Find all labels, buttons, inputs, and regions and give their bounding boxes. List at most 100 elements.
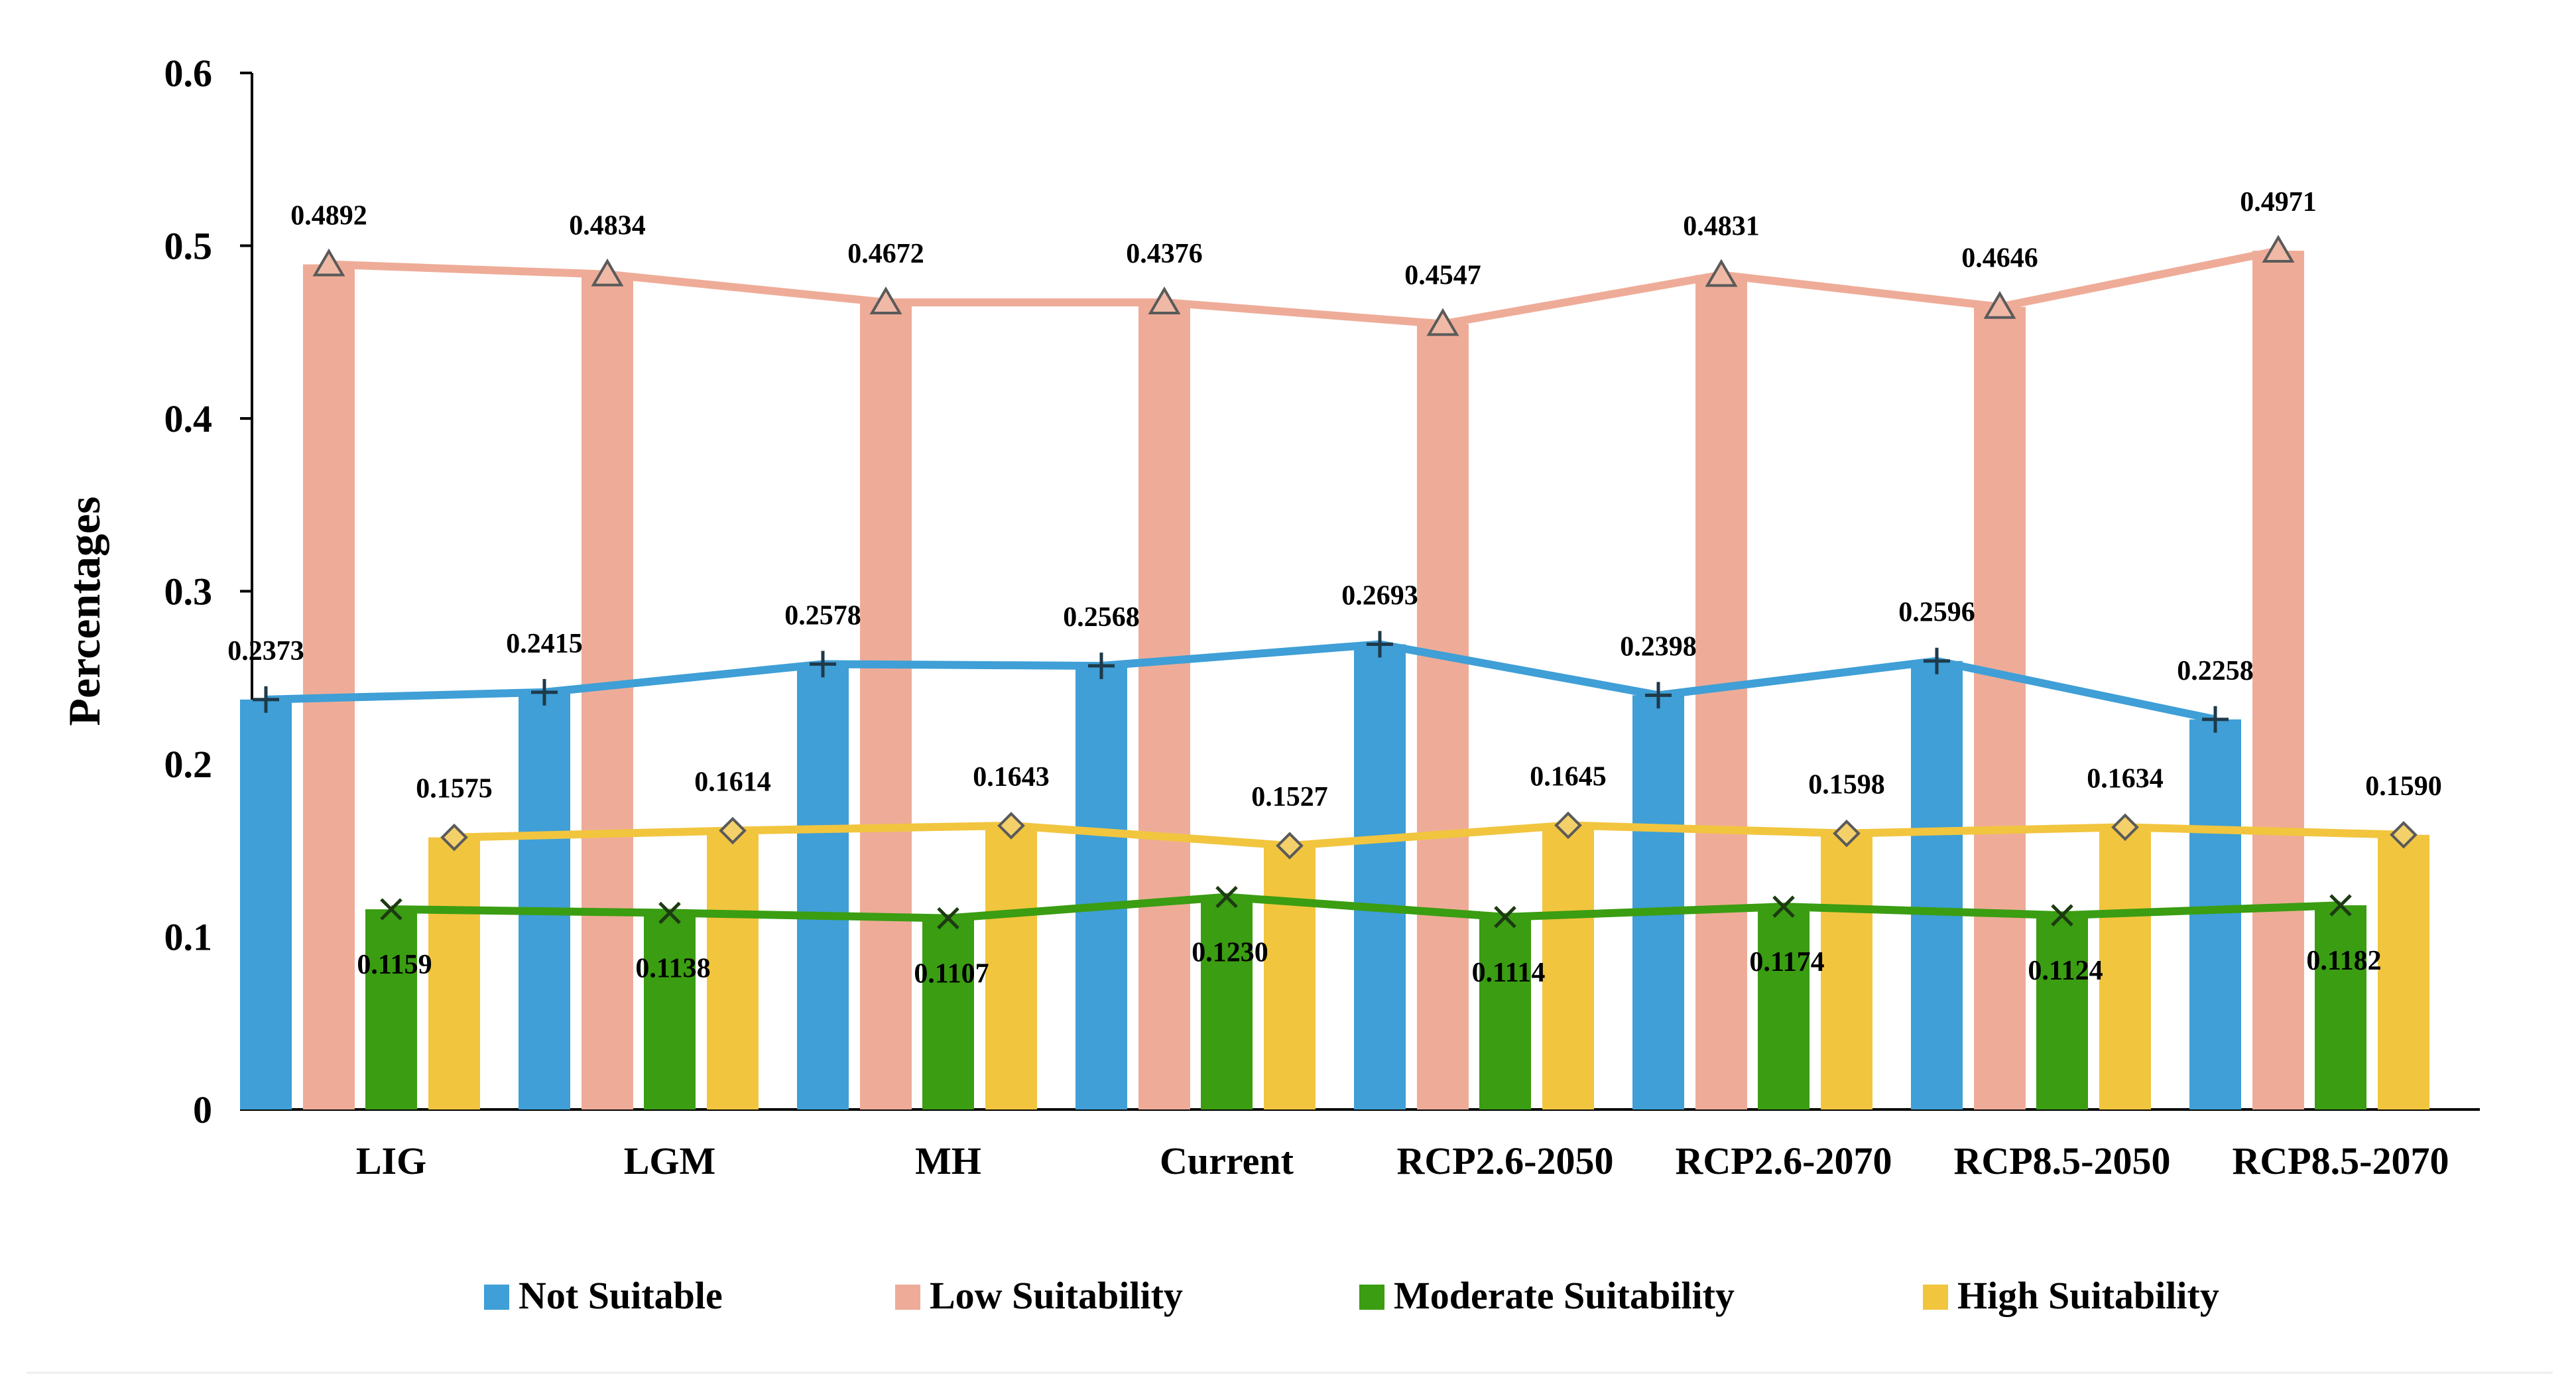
marker-not-suitable-rcp8-5-2070 xyxy=(2202,706,2229,733)
bar-high-suitability-lgm xyxy=(707,830,759,1109)
y-tick-label: 0.4 xyxy=(164,397,213,440)
y-axis-title: Percentages xyxy=(59,496,109,726)
data-label-not-suitable-lgm: 0.2415 xyxy=(506,629,583,659)
marker-low-suitability-rcp8-5-2050 xyxy=(1983,290,2016,319)
y-tick-label: 0 xyxy=(193,1088,212,1131)
marker-high-suitability-lig xyxy=(440,823,468,852)
bar-low-suitability-lig xyxy=(303,264,355,1109)
bar-low-suitability-current xyxy=(1138,302,1190,1110)
data-label-low-suitability-rcp8-5-2050: 0.4646 xyxy=(1961,243,2038,274)
marker-moderate-suitability-rcp8-5-2050 xyxy=(2051,904,2073,926)
bar-not-suitable-lgm xyxy=(519,692,570,1109)
data-label-high-suitability-lgm: 0.1614 xyxy=(694,767,771,798)
data-label-not-suitable-current: 0.2568 xyxy=(1063,602,1140,633)
bar-high-suitability-lig xyxy=(428,837,480,1109)
line-low-suitability xyxy=(328,247,2280,328)
bar-high-suitability-mh xyxy=(985,825,1037,1109)
data-label-moderate-suitability-rcp8-5-2050: 0.1124 xyxy=(2028,956,2103,986)
data-label-not-suitable-rcp8-5-2070: 0.2258 xyxy=(2177,656,2254,686)
x-tick-label-rcp2-6-2070: RCP2.6-2070 xyxy=(1675,1139,1892,1182)
data-label-low-suitability-lig: 0.4892 xyxy=(290,201,367,231)
marker-moderate-suitability-current xyxy=(1215,885,1238,909)
line-moderate-suitability xyxy=(391,893,2341,922)
data-label-low-suitability-mh: 0.4672 xyxy=(847,239,924,269)
bar-not-suitable-rcp8-5-2070 xyxy=(2189,719,2241,1109)
x-tick-label-rcp8-5-2050: RCP8.5-2050 xyxy=(1953,1139,2170,1182)
marker-not-suitable-rcp2-6-2050 xyxy=(1367,631,1393,658)
bar-low-suitability-lgm xyxy=(582,274,633,1109)
y-tick-label: 0.3 xyxy=(164,570,213,613)
marker-high-suitability-lgm xyxy=(719,816,747,845)
data-label-high-suitability-mh: 0.1643 xyxy=(973,762,1050,792)
marker-not-suitable-lig xyxy=(253,686,279,713)
marker-high-suitability-rcp8-5-2070 xyxy=(2390,820,2418,849)
marker-moderate-suitability-rcp8-5-2070 xyxy=(2329,894,2352,917)
data-labels-layer: 0.2373 0.2415 0.2578 0.2568 0.2693 0.2398 0.25… xyxy=(227,187,2442,989)
bar-moderate-suitability-rcp8-5-2050 xyxy=(2036,915,2088,1109)
bar-moderate-suitability-rcp8-5-2070 xyxy=(2315,905,2366,1109)
line-not-suitable xyxy=(265,640,2217,724)
bar-high-suitability-rcp8-5-2070 xyxy=(2378,834,2429,1109)
marker-not-suitable-rcp8-5-2050 xyxy=(1924,647,1950,674)
y-tick-label: 0.1 xyxy=(164,916,213,959)
y-tick-label: 0.5 xyxy=(164,225,213,268)
bar-not-suitable-lig xyxy=(240,699,292,1109)
data-label-low-suitability-rcp2-6-2050: 0.4547 xyxy=(1404,261,1481,291)
marker-not-suitable-current xyxy=(1088,653,1115,680)
marker-moderate-suitability-lgm xyxy=(658,901,681,924)
line-high-suitability xyxy=(454,821,2404,850)
data-label-low-suitability-rcp2-6-2070: 0.4831 xyxy=(1683,212,1760,242)
bar-not-suitable-current xyxy=(1075,666,1127,1109)
bar-not-suitable-mh xyxy=(797,664,849,1109)
x-tick-label-rcp2-6-2050: RCP2.6-2050 xyxy=(1396,1139,1613,1182)
y-tick-label: 0.6 xyxy=(164,52,213,95)
legend-swatch-moderate-suitability xyxy=(1359,1285,1384,1310)
bar-low-suitability-mh xyxy=(860,302,912,1110)
data-label-moderate-suitability-lig: 0.1159 xyxy=(357,950,432,980)
marker-low-suitability-rcp8-5-2070 xyxy=(2262,235,2295,263)
data-label-not-suitable-rcp2-6-2070: 0.2398 xyxy=(1620,631,1697,662)
data-label-not-suitable-lig: 0.2373 xyxy=(227,636,304,666)
bar-moderate-suitability-lgm xyxy=(644,913,696,1109)
bar-moderate-suitability-lig xyxy=(365,909,417,1109)
data-label-not-suitable-rcp8-5-2050: 0.2596 xyxy=(1898,598,1975,628)
data-label-moderate-suitability-rcp2-6-2070: 0.1174 xyxy=(1749,947,1824,978)
marker-not-suitable-mh xyxy=(810,651,836,678)
data-label-moderate-suitability-current: 0.1230 xyxy=(1192,938,1268,968)
bar-not-suitable-rcp2-6-2070 xyxy=(1632,695,1684,1109)
x-tick-label-rcp8-5-2070: RCP8.5-2070 xyxy=(2232,1139,2449,1182)
bar-low-suitability-rcp2-6-2050 xyxy=(1417,324,1469,1110)
data-label-high-suitability-current: 0.1527 xyxy=(1251,782,1328,812)
marker-low-suitability-current xyxy=(1148,286,1181,314)
bars-layer xyxy=(240,251,2429,1110)
legend-label-high-suitability: High Suitability xyxy=(1957,1274,2219,1317)
x-tick-label-lgm: LGM xyxy=(624,1139,716,1182)
legend-swatch-high-suitability xyxy=(1923,1285,1948,1310)
lines-layer xyxy=(265,247,2404,922)
data-label-high-suitability-lig: 0.1575 xyxy=(416,774,493,804)
marker-not-suitable-lgm xyxy=(531,678,558,706)
marker-moderate-suitability-lig xyxy=(380,898,402,920)
x-tick-label-lig: LIG xyxy=(356,1139,426,1182)
legend-swatch-low-suitability xyxy=(895,1285,920,1310)
bar-not-suitable-rcp8-5-2050 xyxy=(1911,661,1963,1109)
bar-moderate-suitability-rcp2-6-2050 xyxy=(1479,917,1531,1109)
bar-not-suitable-rcp2-6-2050 xyxy=(1354,644,1406,1109)
bar-high-suitability-rcp8-5-2050 xyxy=(2099,827,2151,1109)
marker-high-suitability-rcp8-5-2050 xyxy=(2111,813,2139,842)
marker-low-suitability-rcp2-6-2050 xyxy=(1426,308,1459,336)
data-label-moderate-suitability-lgm: 0.1138 xyxy=(635,954,710,984)
marker-low-suitability-lig xyxy=(312,248,345,277)
data-label-moderate-suitability-rcp2-6-2050: 0.1114 xyxy=(1472,958,1546,988)
marker-moderate-suitability-rcp2-6-2050 xyxy=(1494,906,1516,928)
bar-high-suitability-current xyxy=(1264,846,1316,1109)
data-label-high-suitability-rcp8-5-2070: 0.1590 xyxy=(2365,771,2442,802)
bar-high-suitability-rcp2-6-2070 xyxy=(1821,833,1872,1109)
data-label-high-suitability-rcp2-6-2050: 0.1645 xyxy=(1530,761,1607,792)
data-label-moderate-suitability-rcp8-5-2070: 0.1182 xyxy=(2306,946,2381,976)
legend-label-moderate-suitability: Moderate Suitability xyxy=(1394,1274,1735,1317)
x-tick-label-current: Current xyxy=(1160,1139,1294,1182)
bar-low-suitability-rcp8-5-2050 xyxy=(1974,306,2026,1109)
